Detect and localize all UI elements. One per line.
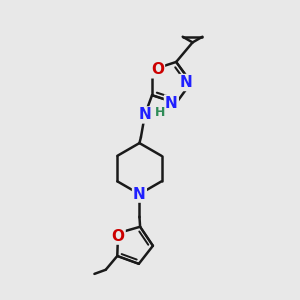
Text: O: O (151, 62, 164, 77)
Text: N: N (165, 95, 178, 110)
Text: N: N (139, 107, 151, 122)
Text: H: H (155, 106, 166, 119)
Text: N: N (133, 187, 146, 202)
Text: O: O (112, 229, 124, 244)
Text: N: N (180, 75, 193, 90)
